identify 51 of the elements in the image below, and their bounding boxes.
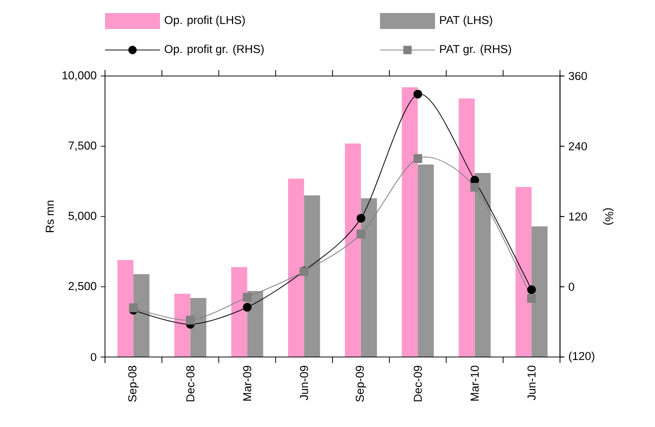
y2-tick-label: 0 [568,282,574,291]
bar [344,143,361,357]
y-tick-label: 7,500 [68,142,96,151]
x-tick-label: Mar-09 [243,366,252,401]
point [356,214,366,223]
bar [304,195,320,357]
y2-axis-title: (%) [602,208,614,225]
bar [133,274,150,357]
bar [458,98,475,357]
x-tick-label: Jun-09 [300,366,308,400]
y2-tick-label: 360 [568,72,587,80]
y-tick-label: 5,000 [68,212,96,222]
x-tick-label: Sep-09 [356,366,366,402]
bar [532,226,548,357]
legend-label: PAT gr. (RHS) [440,44,512,56]
point [242,292,252,302]
x-tick-label: Sep-08 [128,366,139,402]
point [413,90,422,99]
y2-tick-label: (120) [568,352,594,362]
bar [360,198,377,357]
bar [402,87,418,357]
x-tick-label: Dec-09 [414,366,422,402]
y-axis-title: Rs mn [46,200,54,232]
bar [190,298,206,357]
y-tick-label: 2,500 [68,282,96,292]
x-tick-label: Mar-10 [470,366,479,401]
bar [231,267,248,357]
bar [174,294,190,357]
bar [117,260,134,357]
bar [418,164,434,357]
bar [474,172,491,357]
point [242,302,252,312]
point [186,316,195,325]
legend-label: PAT (LHS) [440,16,492,26]
point [527,294,536,303]
point [470,182,480,192]
point [527,285,536,294]
y-tick-label: 0 [90,352,96,362]
legend-label: Op. profit gr. (RHS) [164,44,264,56]
x-tick-label: Jun-10 [528,366,536,400]
y2-tick-label: 120 [569,212,587,221]
legend-label: Op. profit (LHS) [164,16,245,26]
point [129,303,138,312]
y-tick-label: 10,000 [62,71,96,81]
bar [247,290,264,357]
x-tick-label: Dec-08 [186,366,194,402]
point [356,230,366,238]
point [413,154,422,163]
bar [516,186,532,357]
y2-tick-label: 240 [568,142,587,150]
bar [288,178,304,357]
